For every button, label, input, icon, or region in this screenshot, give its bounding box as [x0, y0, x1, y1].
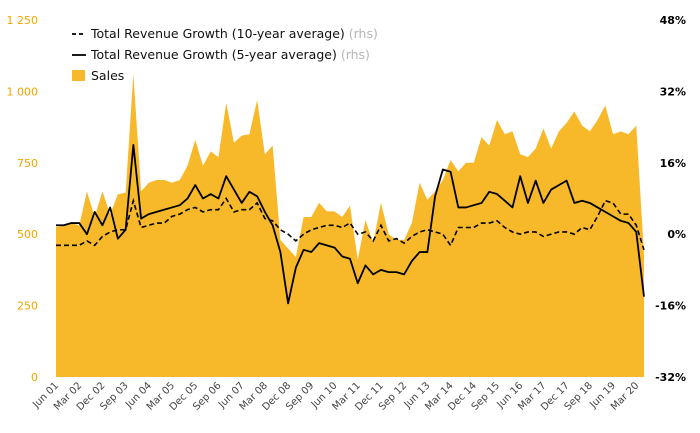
right-tick-label: 0% — [667, 228, 686, 241]
right-tick-label: -32% — [655, 371, 686, 384]
left-tick-label: 500 — [17, 228, 38, 241]
legend: Total Revenue Growth (10-year average) (… — [72, 26, 378, 83]
right-tick-label: 32% — [660, 85, 686, 98]
left-tick-label: 1 250 — [7, 14, 39, 27]
legend-item-growth-10y: Total Revenue Growth (10-year average) (… — [72, 26, 378, 41]
legend-label-sales: Sales — [91, 68, 124, 83]
legend-item-growth-5y: Total Revenue Growth (5-year average) (r… — [72, 47, 370, 62]
legend-swatch-area — [72, 70, 85, 81]
sales-area-layer — [56, 74, 644, 377]
growth-10y-line — [56, 197, 645, 251]
legend-item-sales: Sales — [72, 68, 124, 83]
right-tick-label: -16% — [655, 300, 686, 313]
right-tick-label: 16% — [660, 157, 686, 170]
right-axis: -32% -16% 0% 16% 32% 48% — [655, 14, 686, 384]
sales-area — [56, 74, 644, 377]
growth-5y-line — [56, 144, 645, 305]
left-tick-label: 250 — [17, 300, 38, 313]
right-tick-label: 48% — [660, 14, 686, 27]
growth-lines-layer — [56, 144, 645, 305]
legend-label-growth-5y: Total Revenue Growth (5-year average) (r… — [90, 47, 370, 62]
left-tick-label: 0 — [31, 371, 38, 384]
left-tick-label: 750 — [17, 157, 38, 170]
left-tick-label: 1 000 — [7, 85, 39, 98]
left-axis: 0 250 500 750 1 000 1 250 — [7, 14, 39, 384]
legend-label-growth-10y: Total Revenue Growth (10-year average) (… — [90, 26, 378, 41]
